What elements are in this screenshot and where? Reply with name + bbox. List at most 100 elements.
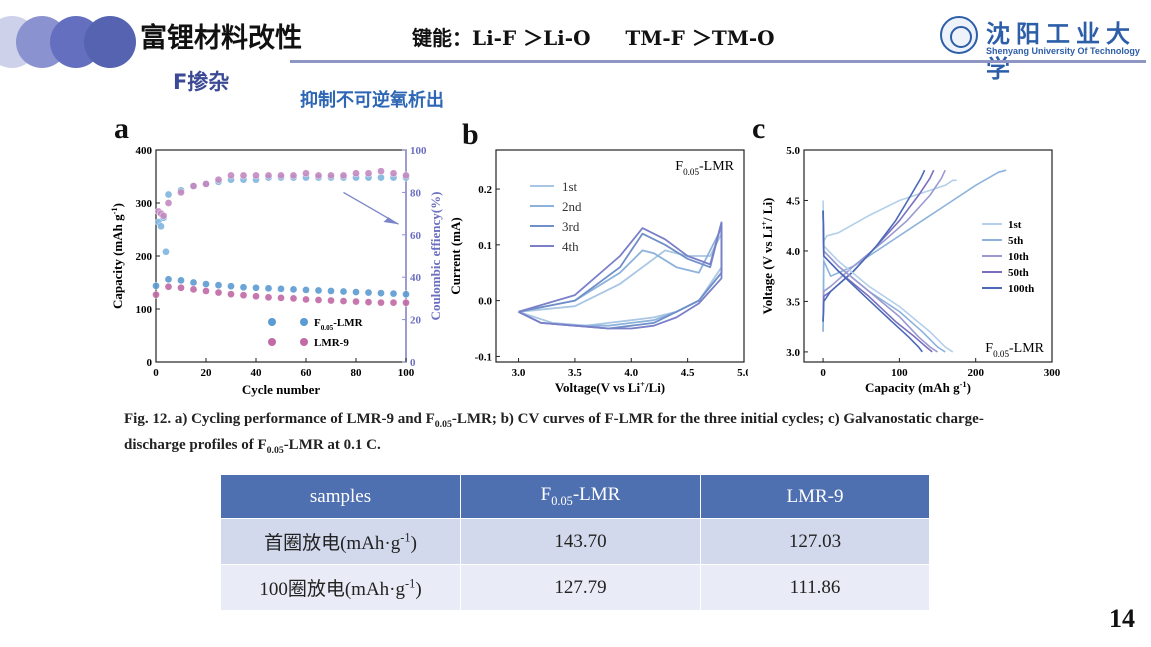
data-point bbox=[239, 171, 248, 180]
legend-label: 2nd bbox=[562, 199, 582, 214]
x-tick-label: 0 bbox=[153, 367, 159, 379]
legend-marker bbox=[268, 338, 276, 346]
university-logo-text: 沈阳工业大学 bbox=[986, 19, 1136, 83]
series-line bbox=[822, 169, 926, 322]
series-line bbox=[822, 210, 938, 353]
y-axis-label: Voltage (V vs Li+/ Li) bbox=[759, 198, 775, 315]
data-point bbox=[289, 171, 298, 180]
y-tick-label: 3.0 bbox=[786, 347, 800, 359]
legend-marker bbox=[268, 318, 276, 326]
y-tick-label: 0.1 bbox=[478, 240, 492, 252]
data-point bbox=[352, 297, 360, 306]
cell-f-value: 143.70 bbox=[460, 518, 701, 565]
caption-line-1: Fig. 12. a) Cycling performance of LMR-9… bbox=[124, 411, 984, 430]
x-tick-label: 100 bbox=[891, 367, 908, 379]
data-point bbox=[189, 278, 198, 287]
x-tick-label: 200 bbox=[967, 367, 984, 379]
data-point bbox=[339, 297, 348, 305]
y-tick-label: 0 bbox=[147, 357, 153, 369]
series-line bbox=[518, 232, 723, 327]
series-line bbox=[822, 210, 923, 353]
data-point bbox=[364, 169, 373, 178]
x-axis-label: Cycle number bbox=[242, 382, 321, 397]
university-seal-icon bbox=[940, 16, 978, 54]
plot-frame bbox=[155, 149, 407, 363]
header-f-lmr: F0.05-LMR bbox=[460, 474, 701, 519]
data-point bbox=[277, 171, 285, 180]
row-label: 100圈放电(mAh·g-1) bbox=[220, 564, 461, 611]
y-axis-label: Current (mA) bbox=[448, 217, 463, 294]
legend-label: 3rd bbox=[562, 219, 580, 234]
series-line bbox=[518, 221, 723, 330]
data-point bbox=[314, 171, 323, 180]
header-samples: samples bbox=[220, 474, 461, 519]
data-point bbox=[227, 171, 235, 180]
data-point bbox=[164, 199, 173, 207]
cell-lmr-value: 127.03 bbox=[700, 518, 930, 565]
y-tick-label: 3.5 bbox=[786, 296, 800, 308]
row-label: 首圈放电(mAh·g-1) bbox=[220, 518, 461, 565]
bond-li: Li-F ＞Li-O bbox=[472, 26, 591, 50]
header-lmr9: LMR-9 bbox=[700, 474, 930, 519]
chart-a-cycling-performance: 0 20 40 60 80 1000100200300400020406080100Cyc… bbox=[109, 145, 443, 397]
panel-c-label: c bbox=[752, 112, 766, 145]
data-point bbox=[227, 290, 235, 299]
data-point bbox=[389, 289, 398, 298]
y2-tick-label: 0 bbox=[410, 357, 416, 369]
legend-marker bbox=[300, 338, 308, 346]
table-header-row: samples F0.05-LMR LMR-9 bbox=[220, 474, 930, 519]
data-point bbox=[164, 275, 173, 284]
data-point bbox=[202, 280, 210, 288]
series-line bbox=[518, 221, 723, 330]
chart-title: F0.05-LMR bbox=[675, 159, 734, 177]
data-point bbox=[402, 171, 410, 180]
x-tick-label: 20 bbox=[201, 367, 213, 379]
data-point bbox=[289, 294, 298, 303]
highlight-text: 抑制不可逆氧析出 bbox=[300, 90, 444, 111]
cell-f-value: 127.79 bbox=[460, 564, 701, 611]
table-row: 100圈放电(mAh·g-1) 127.79 111.86 bbox=[220, 564, 930, 611]
y-tick-label: 4.0 bbox=[786, 246, 800, 258]
data-point bbox=[264, 284, 273, 293]
data-point bbox=[302, 295, 310, 304]
data-point bbox=[162, 247, 170, 256]
bond-energy-text: 键能：Li-F ＞Li-O TM-F ＞TM-O bbox=[412, 22, 775, 51]
x-axis-label: Voltage(V vs Li+/Li) bbox=[555, 379, 665, 395]
data-point bbox=[277, 285, 285, 293]
legend-label: 5th bbox=[1008, 235, 1023, 247]
data-point bbox=[177, 188, 185, 197]
x-tick-label: 60 bbox=[301, 367, 313, 379]
data-point bbox=[314, 286, 323, 295]
data-point bbox=[352, 169, 360, 178]
cell-lmr-value: 111.86 bbox=[700, 564, 930, 611]
annotation-arrowhead bbox=[383, 217, 399, 225]
slide-title: 富锂材料改性 bbox=[140, 23, 302, 54]
legend-label: 100th bbox=[1008, 283, 1034, 295]
bond-tm: TM-F ＞TM-O bbox=[625, 26, 775, 50]
legend-label: 1st bbox=[562, 179, 578, 194]
chart-b-cv-curves: 3.0 3.5 4.0 4.5 5.0 -0.1 0.0 0.1 0.2 Voltage(V vs… bbox=[448, 149, 748, 395]
data-point bbox=[264, 171, 273, 180]
x-tick-label: 3.5 bbox=[568, 367, 582, 379]
data-point bbox=[327, 287, 335, 295]
plot-frame bbox=[803, 149, 1053, 363]
data-point bbox=[152, 281, 160, 290]
legend-marker bbox=[300, 318, 308, 326]
data-point bbox=[252, 171, 260, 180]
series-line bbox=[518, 227, 723, 327]
data-point bbox=[159, 211, 168, 220]
x-tick-label: 4.0 bbox=[624, 367, 638, 379]
series-line bbox=[822, 169, 1007, 332]
data-point bbox=[239, 291, 248, 300]
data-point bbox=[214, 175, 223, 184]
data-point bbox=[389, 169, 398, 178]
y-tick-label: 0.2 bbox=[478, 184, 492, 196]
legend-label: 1st bbox=[1008, 219, 1022, 231]
discharge-capacity-table: samples F0.05-LMR LMR-9 首圈放电(mAh·g-1) 14… bbox=[220, 474, 930, 611]
y-tick-label: -0.1 bbox=[475, 351, 492, 363]
y2-tick-label: 100 bbox=[410, 145, 427, 157]
figure-caption: Fig. 12. a) Cycling performance of LMR-9… bbox=[124, 409, 1104, 461]
legend-label: 50th bbox=[1008, 267, 1029, 279]
x-tick-label: 300 bbox=[1044, 367, 1061, 379]
data-point bbox=[402, 290, 410, 299]
